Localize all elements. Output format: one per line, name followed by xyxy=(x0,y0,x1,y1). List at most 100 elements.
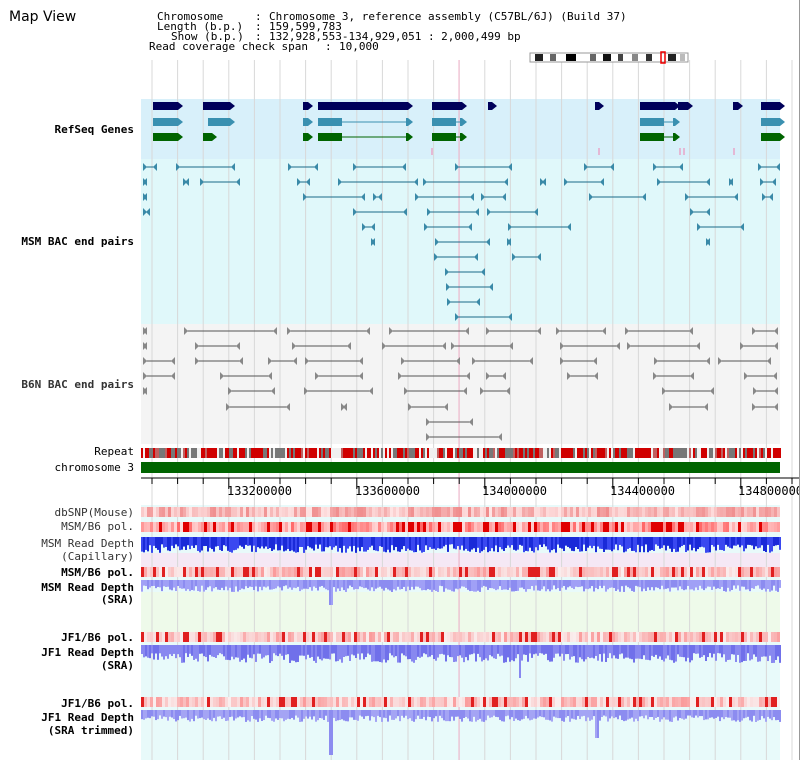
gene-arrow xyxy=(178,133,183,141)
heat-cell xyxy=(291,567,294,577)
repeat-block xyxy=(359,448,361,458)
depth-bar xyxy=(339,645,341,660)
depth-bar xyxy=(515,537,517,551)
depth-bar xyxy=(207,580,209,588)
repeat-block xyxy=(623,448,625,458)
heat-cell xyxy=(207,632,210,642)
heat-cell xyxy=(384,522,387,532)
heat-cell xyxy=(369,697,372,707)
repeat-block xyxy=(693,448,695,458)
track-label-repeat[interactable]: Repeat xyxy=(94,445,134,458)
depth-bar xyxy=(699,645,701,658)
depth-bar xyxy=(745,645,747,661)
repeat-block xyxy=(447,448,449,458)
gene-exon xyxy=(208,118,230,126)
gene-exon xyxy=(153,133,177,141)
heat-cell xyxy=(156,522,159,532)
depth-bar xyxy=(661,537,663,548)
heat-cell xyxy=(702,567,705,577)
depth-bar xyxy=(765,645,767,657)
depth-bar xyxy=(397,580,399,587)
msm-bac-pair-end xyxy=(200,178,204,186)
heat-cell xyxy=(240,507,243,517)
msm-bac-pair-end xyxy=(231,163,235,171)
heat-cell xyxy=(645,522,648,532)
depth-bar xyxy=(413,645,415,663)
heat-cell xyxy=(366,632,369,642)
heat-cell xyxy=(147,522,150,532)
depth-bar xyxy=(347,645,349,656)
track-label-refseq[interactable]: RefSeq Genes xyxy=(54,123,134,136)
depth-bar xyxy=(565,645,567,655)
msm-bac-pair-end xyxy=(414,178,418,186)
gene-exon xyxy=(303,102,308,110)
depth-bar xyxy=(345,580,347,592)
track-label-jf1-depth-trim[interactable]: JF1 Read Depth xyxy=(41,711,134,724)
repeat-block xyxy=(519,448,521,458)
track-label-msm-depth-cap[interactable]: MSM Read Depth xyxy=(41,537,134,550)
depth-bar xyxy=(585,645,587,660)
track-label-dbsnp[interactable]: dbSNP(Mouse) xyxy=(54,506,134,519)
heat-cell xyxy=(165,632,168,642)
b6n-bac-pair-end xyxy=(293,357,297,365)
heat-cell xyxy=(735,567,738,577)
heat-cell xyxy=(252,632,255,642)
length-label: Length (b.p.) xyxy=(157,20,244,33)
heat-cell xyxy=(309,697,312,707)
depth-bar xyxy=(295,580,297,589)
depth-bar xyxy=(159,537,161,553)
depth-bar xyxy=(255,537,257,553)
track-label-jf1-pol[interactable]: JF1/B6 pol. xyxy=(61,631,134,644)
depth-bar xyxy=(325,710,327,716)
depth-bar xyxy=(689,537,691,545)
heat-cell xyxy=(759,507,762,517)
depth-bar xyxy=(719,645,721,654)
track-label-chromosome[interactable]: chromosome 3 xyxy=(54,461,134,474)
heat-cell xyxy=(729,567,732,577)
repeat-block xyxy=(331,448,333,458)
depth-bar xyxy=(289,580,291,588)
track-label-b6n-bac[interactable]: B6N BAC end pairs xyxy=(21,378,134,391)
heat-cell xyxy=(462,632,465,642)
repeat-block xyxy=(217,448,219,458)
depth-bar xyxy=(405,580,407,592)
heat-cell xyxy=(213,697,216,707)
depth-bar xyxy=(265,710,267,716)
depth-bar xyxy=(681,645,683,658)
heat-cell xyxy=(456,522,459,532)
msm-bac-pair-end xyxy=(776,163,780,171)
heat-cell xyxy=(396,507,399,517)
depth-bar xyxy=(741,710,743,721)
track-label-msm-bac[interactable]: MSM BAC end pairs xyxy=(21,235,134,248)
depth-bar xyxy=(239,710,241,717)
depth-bar xyxy=(555,580,557,590)
heat-cell xyxy=(231,507,234,517)
heat-cell xyxy=(579,567,582,577)
track-label-jf1-depth-sra[interactable]: JF1 Read Depth xyxy=(41,646,134,659)
heat-cell xyxy=(372,567,375,577)
heat-cell xyxy=(687,567,690,577)
depth-bar xyxy=(271,537,273,551)
depth-bar xyxy=(637,580,639,587)
heat-cell xyxy=(579,522,582,532)
depth-bar xyxy=(713,537,715,547)
heat-cell xyxy=(150,567,153,577)
repeat-block xyxy=(453,448,455,458)
repeat-block xyxy=(769,448,771,458)
heat-cell xyxy=(621,632,624,642)
depth-bar xyxy=(549,645,551,662)
msm-bac-pair-end xyxy=(502,193,506,201)
heat-cell xyxy=(663,507,666,517)
track-label-msm-depth-sra[interactable]: MSM Read Depth xyxy=(41,581,134,594)
msm-bac-pair-end xyxy=(470,193,474,201)
heat-cell xyxy=(726,567,729,577)
track-label-msm-pol[interactable]: MSM/B6 pol. xyxy=(61,520,134,533)
repeat-block xyxy=(569,448,571,458)
repeat-block xyxy=(179,448,181,458)
depth-bar xyxy=(213,710,215,718)
track-label-msm-pol-2[interactable]: MSM/B6 pol. xyxy=(61,566,134,579)
track-label-jf1-pol-2[interactable]: JF1/B6 pol. xyxy=(61,697,134,710)
repeat-block xyxy=(149,448,151,458)
heat-cell xyxy=(732,632,735,642)
msm-bac-pair-end xyxy=(373,193,377,201)
